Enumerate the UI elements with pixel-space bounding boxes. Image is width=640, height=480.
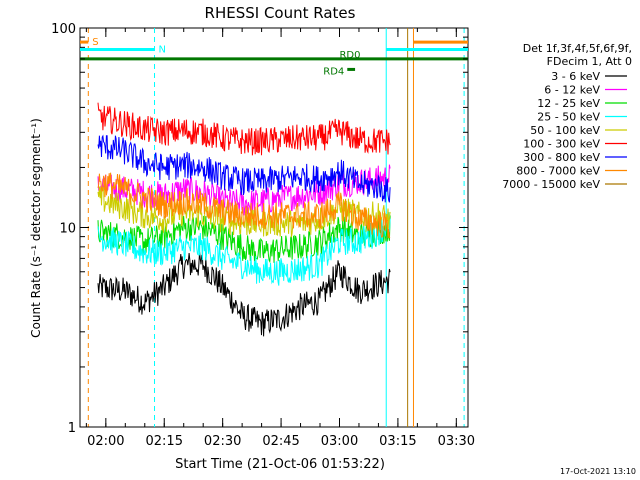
x-tick-label: 02:45 xyxy=(262,434,299,449)
series-line xyxy=(97,251,391,337)
attenuator-label: N xyxy=(159,45,166,56)
x-axis: 02:00 02:15 02:30 02:45 03:00 03:15 03:30 xyxy=(85,28,475,449)
legend-label: 3 - 6 keV xyxy=(551,70,600,83)
legend-label: 12 - 25 keV xyxy=(537,97,600,110)
legend-label: 50 - 100 keV xyxy=(530,124,600,137)
x-tick-label: 02:15 xyxy=(146,434,183,449)
y-axis-label: Count Rate (s⁻¹ detector segment⁻¹) xyxy=(29,118,43,338)
legend-header: FDecim 1, Att 0 xyxy=(547,55,632,68)
legend: Det 1f,3f,4f,5f,6f,9f,FDecim 1, Att 0 3 -… xyxy=(502,42,632,191)
y-axis: 1 10 100 xyxy=(51,22,468,436)
x-axis-label: Start Time (21-Oct-06 01:53:22) xyxy=(175,457,385,472)
attenuator-label: RD4 xyxy=(323,66,344,77)
series-line xyxy=(97,212,391,286)
attenuator-label: RD0 xyxy=(339,50,360,61)
legend-label: 300 - 800 keV xyxy=(523,151,600,164)
series-line xyxy=(97,102,391,156)
chart-title: RHESSI Count Rates xyxy=(205,4,356,22)
x-tick-label: 03:30 xyxy=(438,434,475,449)
series-line xyxy=(97,172,391,239)
legend-label: 7000 - 15000 keV xyxy=(502,178,600,191)
attenuator-label: S xyxy=(92,37,98,48)
x-tick-label: 03:00 xyxy=(321,434,358,449)
x-tick-label: 03:15 xyxy=(379,434,416,449)
footer-timestamp: 17-Oct-2021 13:10 xyxy=(560,467,636,476)
legend-label: 800 - 7000 keV xyxy=(516,165,600,178)
y-tick-label: 10 xyxy=(59,222,76,237)
series-line xyxy=(97,215,391,264)
y-tick-label: 100 xyxy=(51,22,76,37)
legend-label: 6 - 12 keV xyxy=(544,84,600,97)
series-line xyxy=(97,134,391,203)
plot-area: S N RD0 RD4 xyxy=(80,28,468,427)
legend-label: 25 - 50 keV xyxy=(537,111,600,124)
y-tick-label: 1 xyxy=(68,421,76,436)
legend-header: Det 1f,3f,4f,5f,6f,9f, xyxy=(523,42,632,55)
legend-label: 100 - 300 keV xyxy=(523,138,600,151)
x-tick-label: 02:00 xyxy=(87,434,124,449)
x-tick-label: 02:30 xyxy=(204,434,241,449)
